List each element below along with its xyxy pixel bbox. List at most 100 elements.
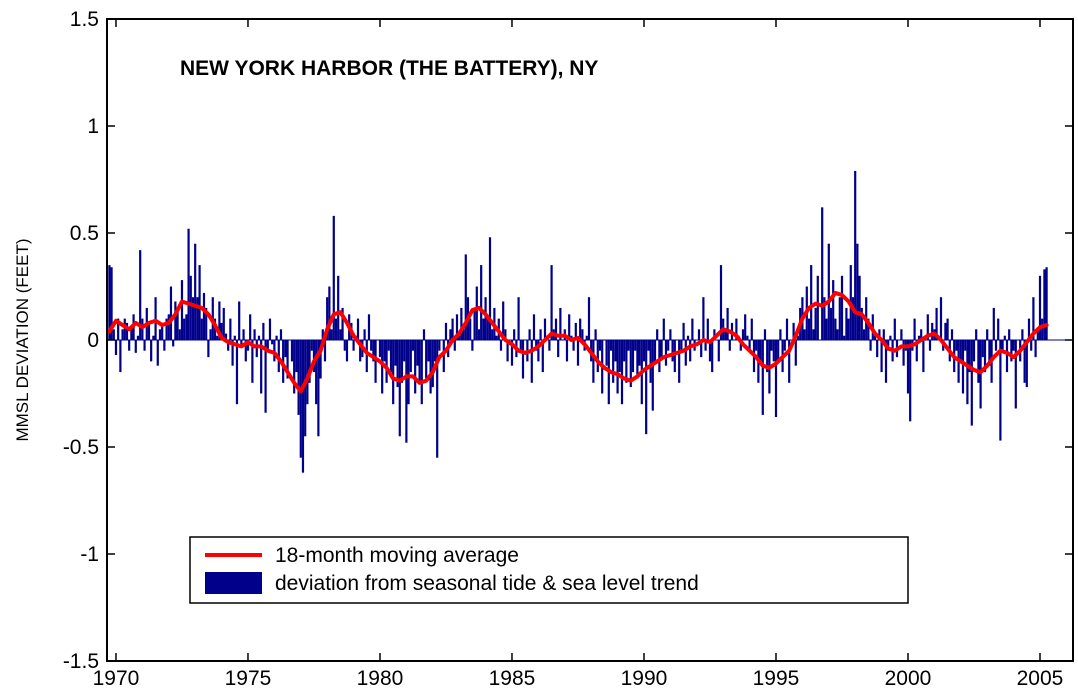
bar <box>625 340 628 383</box>
bar <box>169 286 173 340</box>
bar <box>862 329 866 340</box>
bar <box>623 340 626 362</box>
bar <box>1016 340 1020 341</box>
bar <box>508 340 511 341</box>
bar <box>125 322 129 340</box>
bar <box>700 340 703 358</box>
bar <box>1030 340 1033 351</box>
bar <box>548 340 551 351</box>
bar <box>994 340 998 351</box>
bar <box>889 335 892 340</box>
bar <box>156 340 159 366</box>
bar <box>612 340 615 383</box>
bar <box>682 322 685 340</box>
bar <box>581 329 584 340</box>
bar <box>147 322 151 340</box>
bar <box>220 322 223 340</box>
bar <box>365 340 368 373</box>
bar <box>807 318 811 340</box>
bar <box>420 340 423 405</box>
bar <box>653 340 657 362</box>
bar <box>517 297 520 340</box>
bar <box>748 340 751 351</box>
bar <box>519 340 522 351</box>
bar <box>810 265 813 340</box>
bar <box>275 335 278 340</box>
bar <box>119 340 122 373</box>
bar <box>279 329 283 340</box>
bar <box>328 286 331 340</box>
bar <box>216 335 219 340</box>
bar <box>374 340 377 383</box>
bar <box>603 340 606 341</box>
bar <box>627 340 630 351</box>
bar <box>117 318 120 340</box>
bar <box>1025 340 1028 388</box>
bar <box>741 329 745 340</box>
bar <box>939 297 943 340</box>
bar <box>667 340 670 351</box>
legend-box <box>189 536 909 604</box>
bar <box>656 329 659 340</box>
bar <box>744 314 747 340</box>
bar <box>876 340 879 358</box>
bar <box>167 314 170 340</box>
bar <box>196 297 199 340</box>
bar <box>240 340 243 345</box>
bar <box>900 329 903 340</box>
bar <box>746 335 749 340</box>
bar <box>1043 269 1046 340</box>
bar <box>636 340 639 379</box>
bar <box>341 307 344 340</box>
bar <box>524 340 527 341</box>
bar <box>893 318 896 340</box>
bar <box>598 340 602 351</box>
bar <box>530 340 533 383</box>
bar <box>227 340 230 351</box>
bar <box>836 329 839 340</box>
bar <box>869 340 872 351</box>
bar <box>759 340 762 362</box>
bar <box>772 340 775 362</box>
bar <box>273 340 276 362</box>
bar <box>706 318 709 340</box>
bar <box>244 340 247 362</box>
bar <box>975 329 978 340</box>
x-tick-label: 2005 <box>1017 667 1064 690</box>
chart-title: NEW YORK HARBOR (THE BATTERY), NY <box>180 57 598 80</box>
bar <box>713 329 716 340</box>
bar <box>733 340 736 341</box>
bar <box>134 340 137 353</box>
bar <box>411 340 415 351</box>
bar <box>902 340 905 366</box>
bar <box>664 340 668 366</box>
bar <box>231 340 234 366</box>
bar <box>847 318 850 340</box>
bar <box>425 340 428 379</box>
bar <box>339 329 342 340</box>
bar <box>150 340 153 362</box>
bar <box>141 318 144 340</box>
bar <box>997 318 1000 340</box>
bar <box>112 329 115 340</box>
bar <box>554 318 558 340</box>
bar <box>297 340 300 415</box>
bar <box>882 329 885 340</box>
bar <box>1027 318 1031 340</box>
bar <box>1003 335 1006 340</box>
bar <box>858 275 861 340</box>
bar <box>565 340 569 362</box>
bar <box>680 340 683 351</box>
bar <box>1014 340 1017 409</box>
bar <box>970 340 973 426</box>
bar <box>832 280 835 340</box>
bar <box>812 329 815 340</box>
bar <box>684 340 687 366</box>
bar <box>642 340 646 362</box>
bar <box>295 340 298 373</box>
bar <box>304 340 307 437</box>
bar <box>387 340 390 351</box>
bar <box>792 322 795 340</box>
bar <box>629 340 632 388</box>
bar <box>829 307 833 340</box>
